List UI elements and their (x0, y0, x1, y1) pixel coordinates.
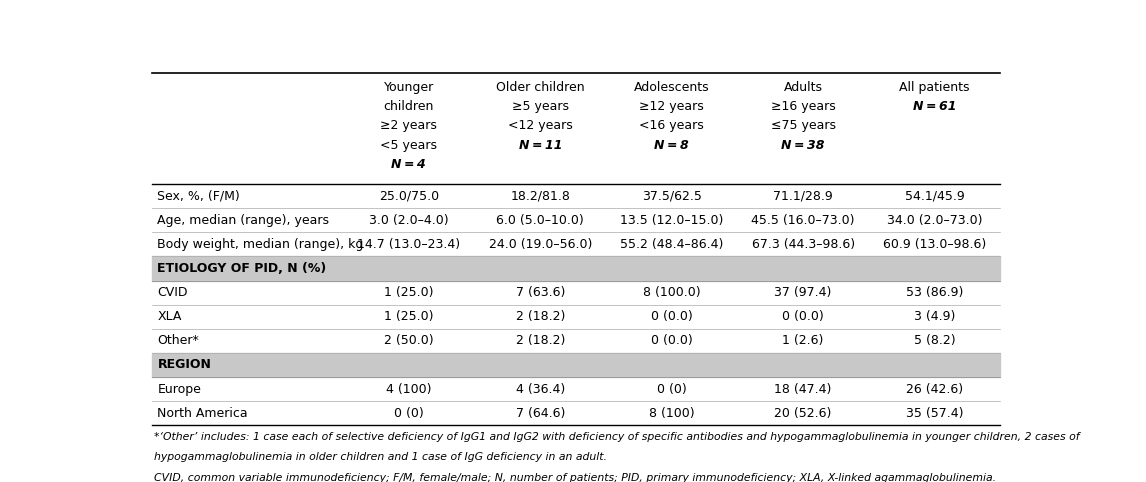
Text: Age, median (range), years: Age, median (range), years (157, 214, 329, 227)
Text: 26 (42.6): 26 (42.6) (906, 383, 963, 396)
Text: ≥12 years: ≥12 years (639, 100, 704, 113)
Text: 2 (18.2): 2 (18.2) (516, 310, 565, 323)
Text: 3 (4.9): 3 (4.9) (913, 310, 956, 323)
Text: N = 61: N = 61 (913, 100, 957, 113)
Text: 8 (100.0): 8 (100.0) (643, 286, 700, 299)
Text: 1 (25.0): 1 (25.0) (384, 310, 433, 323)
Text: Adolescents: Adolescents (634, 81, 709, 94)
Text: 1 (25.0): 1 (25.0) (384, 286, 433, 299)
Text: N = 8: N = 8 (654, 139, 689, 152)
Bar (152, 353, 1000, 377)
Text: CVID: CVID (157, 286, 188, 299)
Text: ≥5 years: ≥5 years (512, 100, 568, 113)
Text: Body weight, median (range), kg: Body weight, median (range), kg (157, 238, 363, 251)
Text: N = 11: N = 11 (518, 139, 562, 152)
Text: ≥2 years: ≥2 years (380, 120, 438, 133)
Text: 67.3 (44.3–98.6): 67.3 (44.3–98.6) (752, 238, 855, 251)
Text: 45.5 (16.0–73.0): 45.5 (16.0–73.0) (752, 214, 855, 227)
Text: CVID, common variable immunodeficiency; F/M, female/male; N, number of patients;: CVID, common variable immunodeficiency; … (154, 473, 996, 482)
Text: 5 (8.2): 5 (8.2) (913, 335, 956, 348)
Text: REGION: REGION (157, 359, 211, 372)
Text: 7 (63.6): 7 (63.6) (516, 286, 565, 299)
Text: 8 (100): 8 (100) (649, 407, 694, 420)
Text: 25.0/75.0: 25.0/75.0 (378, 189, 439, 202)
Text: Europe: Europe (157, 383, 202, 396)
Text: 4 (36.4): 4 (36.4) (516, 383, 565, 396)
Text: 18.2/81.8: 18.2/81.8 (510, 189, 571, 202)
Text: 60.9 (13.0–98.6): 60.9 (13.0–98.6) (882, 238, 987, 251)
Text: 3.0 (2.0–4.0): 3.0 (2.0–4.0) (369, 214, 448, 227)
Text: All patients: All patients (900, 81, 970, 94)
Text: 0 (0): 0 (0) (657, 383, 686, 396)
Text: 24.0 (19.0–56.0): 24.0 (19.0–56.0) (488, 238, 592, 251)
Text: 37.5/62.5: 37.5/62.5 (642, 189, 701, 202)
Text: 2 (18.2): 2 (18.2) (516, 335, 565, 348)
Bar (152, 256, 1000, 281)
Text: 18 (47.4): 18 (47.4) (775, 383, 832, 396)
Text: Older children: Older children (496, 81, 584, 94)
Text: <12 years: <12 years (508, 120, 573, 133)
Text: 1 (2.6): 1 (2.6) (783, 335, 824, 348)
Text: 0 (0): 0 (0) (394, 407, 424, 420)
Text: Younger: Younger (384, 81, 434, 94)
Text: North America: North America (157, 407, 248, 420)
Text: 0 (0.0): 0 (0.0) (651, 310, 692, 323)
Text: 4 (100): 4 (100) (386, 383, 432, 396)
Text: 55.2 (48.4–86.4): 55.2 (48.4–86.4) (620, 238, 723, 251)
Text: Adults: Adults (784, 81, 823, 94)
Text: 7 (64.6): 7 (64.6) (516, 407, 565, 420)
Text: 54.1/45.9: 54.1/45.9 (904, 189, 965, 202)
Text: 0 (0.0): 0 (0.0) (783, 310, 824, 323)
Text: <5 years: <5 years (380, 139, 438, 152)
Text: ≥16 years: ≥16 years (771, 100, 835, 113)
Text: N = 38: N = 38 (782, 139, 825, 152)
Text: children: children (384, 100, 434, 113)
Text: 0 (0.0): 0 (0.0) (651, 335, 692, 348)
Text: 6.0 (5.0–10.0): 6.0 (5.0–10.0) (496, 214, 584, 227)
Text: 34.0 (2.0–73.0): 34.0 (2.0–73.0) (887, 214, 982, 227)
Text: XLA: XLA (157, 310, 182, 323)
Text: ETIOLOGY OF PID, N (%): ETIOLOGY OF PID, N (%) (157, 262, 327, 275)
Text: N = 4: N = 4 (392, 158, 426, 171)
Text: ≤75 years: ≤75 years (770, 120, 835, 133)
Text: 2 (50.0): 2 (50.0) (384, 335, 433, 348)
Text: 20 (52.6): 20 (52.6) (775, 407, 832, 420)
Text: hypogammaglobulinemia in older children and 1 case of IgG deficiency in an adult: hypogammaglobulinemia in older children … (154, 453, 607, 462)
Text: <16 years: <16 years (639, 120, 704, 133)
Text: 35 (57.4): 35 (57.4) (905, 407, 964, 420)
Text: 53 (86.9): 53 (86.9) (905, 286, 964, 299)
Text: Sex, %, (F/M): Sex, %, (F/M) (157, 189, 241, 202)
Text: *‘Other’ includes: 1 case each of selective deficiency of IgG1 and IgG2 with def: *‘Other’ includes: 1 case each of select… (154, 432, 1080, 442)
Text: 13.5 (12.0–15.0): 13.5 (12.0–15.0) (620, 214, 723, 227)
Text: Other*: Other* (157, 335, 199, 348)
Text: 71.1/28.9: 71.1/28.9 (774, 189, 833, 202)
Text: 14.7 (13.0–23.4): 14.7 (13.0–23.4) (358, 238, 461, 251)
Text: 37 (97.4): 37 (97.4) (775, 286, 832, 299)
